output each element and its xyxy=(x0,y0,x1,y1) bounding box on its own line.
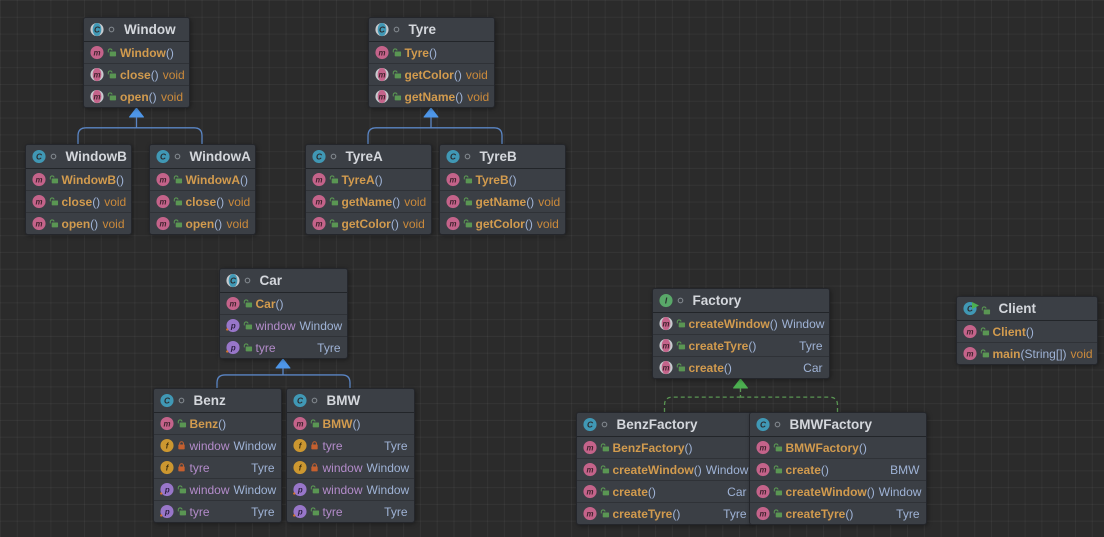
svg-text:m: m xyxy=(315,219,322,228)
svg-text:m: m xyxy=(229,299,236,308)
svg-text:C: C xyxy=(164,395,171,405)
svg-text:m: m xyxy=(966,327,973,336)
svg-text:m: m xyxy=(163,419,170,428)
svg-text:m: m xyxy=(159,175,166,184)
svg-text:m: m xyxy=(586,443,593,452)
svg-text:C: C xyxy=(36,151,43,161)
svg-text:m: m xyxy=(586,509,593,518)
svg-text:p: p xyxy=(229,321,235,330)
svg-text:m: m xyxy=(35,219,42,228)
svg-text:m: m xyxy=(449,197,456,206)
svg-text:m: m xyxy=(759,487,766,496)
svg-text:p: p xyxy=(229,343,235,352)
svg-text:C: C xyxy=(450,151,457,161)
svg-text:C: C xyxy=(760,419,767,429)
svg-text:m: m xyxy=(35,197,42,206)
svg-text:m: m xyxy=(35,175,42,184)
svg-text:C: C xyxy=(316,151,323,161)
svg-text:m: m xyxy=(315,197,322,206)
svg-text:m: m xyxy=(315,175,322,184)
svg-text:m: m xyxy=(449,219,456,228)
svg-text:m: m xyxy=(378,92,385,101)
svg-text:m: m xyxy=(966,349,973,358)
svg-text:C: C xyxy=(230,275,237,285)
svg-text:m: m xyxy=(378,70,385,79)
svg-text:m: m xyxy=(449,175,456,184)
svg-text:m: m xyxy=(159,219,166,228)
svg-text:m: m xyxy=(159,197,166,206)
svg-text:m: m xyxy=(586,465,593,474)
svg-text:m: m xyxy=(94,92,101,101)
svg-text:C: C xyxy=(160,151,167,161)
svg-text:p: p xyxy=(296,485,302,494)
svg-text:m: m xyxy=(378,48,385,57)
svg-text:C: C xyxy=(94,24,101,34)
svg-text:C: C xyxy=(379,24,386,34)
svg-text:m: m xyxy=(759,443,766,452)
svg-text:m: m xyxy=(94,70,101,79)
svg-text:p: p xyxy=(163,507,169,516)
svg-text:m: m xyxy=(759,465,766,474)
svg-text:m: m xyxy=(296,419,303,428)
svg-text:m: m xyxy=(586,487,593,496)
svg-text:p: p xyxy=(296,507,302,516)
svg-text:C: C xyxy=(297,395,304,405)
svg-text:m: m xyxy=(759,509,766,518)
svg-text:C: C xyxy=(587,419,594,429)
svg-text:m: m xyxy=(662,341,669,350)
svg-text:p: p xyxy=(163,485,169,494)
svg-text:m: m xyxy=(662,363,669,372)
svg-text:m: m xyxy=(662,319,669,328)
svg-text:m: m xyxy=(94,48,101,57)
